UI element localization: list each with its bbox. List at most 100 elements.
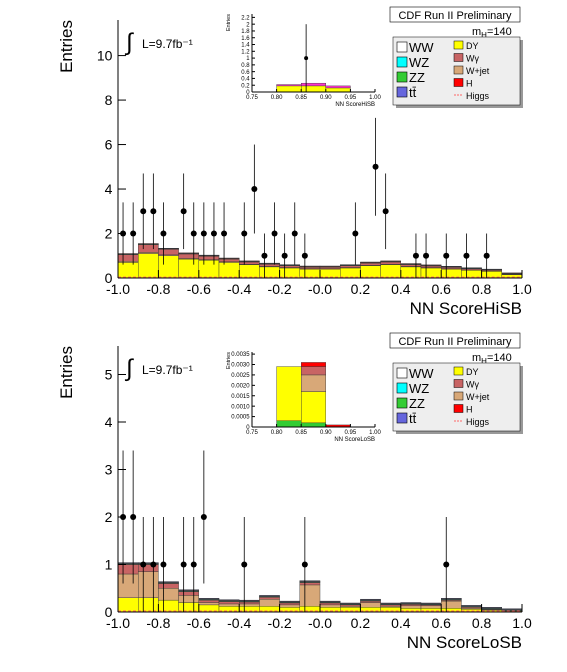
histogram-bar bbox=[277, 367, 302, 421]
histogram-bar bbox=[199, 603, 219, 605]
histogram-bar bbox=[326, 88, 351, 92]
legend-label: Wγ bbox=[466, 54, 479, 64]
histogram-bar bbox=[320, 267, 340, 269]
data-point bbox=[413, 253, 419, 259]
x-tick-label: 0.4 bbox=[391, 281, 411, 297]
histogram-bar bbox=[300, 585, 320, 606]
histogram-bar bbox=[301, 423, 326, 427]
x-tick-label: -0.4 bbox=[227, 281, 251, 297]
data-point bbox=[221, 231, 227, 237]
histogram-bar bbox=[219, 602, 239, 604]
legend-label: WZ bbox=[409, 381, 429, 396]
data-point bbox=[140, 208, 146, 214]
legend-label: Higgs bbox=[466, 91, 490, 101]
data-point bbox=[282, 253, 288, 259]
data-point bbox=[302, 562, 308, 568]
histogram-bar bbox=[158, 249, 178, 255]
histogram-bar bbox=[320, 605, 340, 607]
x-tick-label: 0.85 bbox=[295, 95, 307, 101]
data-point bbox=[181, 208, 187, 214]
x-tick-label: -0.8 bbox=[146, 615, 170, 631]
legend-label: W+jet bbox=[466, 66, 490, 76]
data-point bbox=[150, 562, 156, 568]
histogram-bar bbox=[381, 605, 401, 606]
x-tick-label: -0.6 bbox=[187, 281, 211, 297]
x-axis-label: NN ScoreLoSB bbox=[407, 633, 522, 652]
integral-sign: ∫ bbox=[124, 355, 134, 382]
experiment-label: CDF Run II Preliminary bbox=[398, 10, 512, 22]
legend-swatch bbox=[454, 41, 463, 49]
data-point bbox=[352, 231, 358, 237]
x-tick-label: 0.6 bbox=[431, 615, 451, 631]
histogram-bar bbox=[326, 86, 351, 88]
histogram-bar bbox=[118, 598, 138, 612]
legend-swatch bbox=[454, 54, 463, 62]
histogram-bar bbox=[360, 266, 380, 278]
histogram-bar bbox=[179, 592, 199, 596]
x-tick-label: 1.0 bbox=[512, 615, 532, 631]
x-tick-label: 0.90 bbox=[320, 430, 332, 436]
data-point bbox=[211, 231, 217, 237]
histogram-bar bbox=[441, 601, 461, 608]
legend-swatch bbox=[454, 380, 463, 388]
data-point bbox=[261, 253, 267, 259]
data-point bbox=[292, 231, 298, 237]
histogram-bar bbox=[360, 601, 380, 602]
x-tick-label: 1.00 bbox=[369, 95, 381, 101]
histogram-bar bbox=[340, 266, 360, 268]
y-axis-label: Entries bbox=[226, 14, 232, 31]
y-tick-label: 1 bbox=[105, 556, 113, 572]
histogram-bar bbox=[179, 254, 199, 258]
x-tick-label: 0.8 bbox=[472, 615, 492, 631]
data-point bbox=[241, 231, 247, 237]
y-tick-label: 4 bbox=[105, 181, 113, 197]
histogram-bar bbox=[401, 604, 421, 605]
histogram-bar bbox=[441, 267, 461, 268]
y-tick-label: 0.0035 bbox=[231, 352, 250, 358]
histogram-bar bbox=[179, 595, 199, 602]
histogram-bar bbox=[199, 600, 219, 602]
data-point bbox=[443, 253, 449, 259]
y-tick-label: 4 bbox=[105, 414, 113, 430]
legend-label: DY bbox=[466, 41, 479, 51]
histogram-bar bbox=[301, 86, 326, 92]
lumi-label: L=9.7fb⁻¹ bbox=[142, 37, 193, 51]
histogram-bar bbox=[300, 583, 320, 585]
y-tick-label: 1.6 bbox=[241, 36, 250, 42]
y-tick-label: 0.0025 bbox=[231, 373, 250, 379]
histogram-bar bbox=[301, 362, 326, 366]
legend-swatch bbox=[397, 57, 407, 67]
data-point bbox=[304, 56, 308, 60]
histogram-bar bbox=[401, 267, 421, 278]
data-point bbox=[160, 231, 166, 237]
histogram-bar bbox=[259, 267, 279, 278]
x-tick-label: 0.85 bbox=[295, 430, 307, 436]
x-tick-label: 0.4 bbox=[391, 615, 411, 631]
legend-swatch bbox=[397, 87, 407, 97]
histogram-bar bbox=[239, 265, 259, 278]
data-point bbox=[302, 253, 308, 259]
x-tick-label: 1.0 bbox=[512, 281, 532, 297]
histogram-bar bbox=[118, 574, 138, 598]
x-tick-label: -0.6 bbox=[187, 615, 211, 631]
data-point bbox=[191, 231, 197, 237]
x-tick-label: 1.00 bbox=[369, 430, 381, 436]
legend-label: WW bbox=[409, 40, 434, 55]
legend-label: WZ bbox=[409, 55, 429, 70]
y-axis-label: Entries bbox=[57, 20, 76, 73]
histogram-bar bbox=[118, 262, 138, 278]
histogram-bar bbox=[401, 606, 421, 608]
histogram-bar bbox=[421, 268, 441, 278]
legend-swatch bbox=[397, 72, 407, 82]
histogram-bar bbox=[158, 256, 178, 278]
legend-swatch bbox=[397, 368, 407, 378]
histogram-bar bbox=[138, 572, 158, 598]
legend-swatch bbox=[454, 392, 463, 400]
x-tick-label: -1.0 bbox=[106, 281, 130, 297]
legend-label: ZZ bbox=[409, 70, 425, 85]
histogram-bar bbox=[118, 255, 138, 262]
histogram-bar bbox=[340, 605, 360, 606]
histogram-bar bbox=[239, 602, 259, 604]
mass-label-part: =140 bbox=[487, 352, 512, 364]
legend-label: DY bbox=[466, 367, 479, 377]
